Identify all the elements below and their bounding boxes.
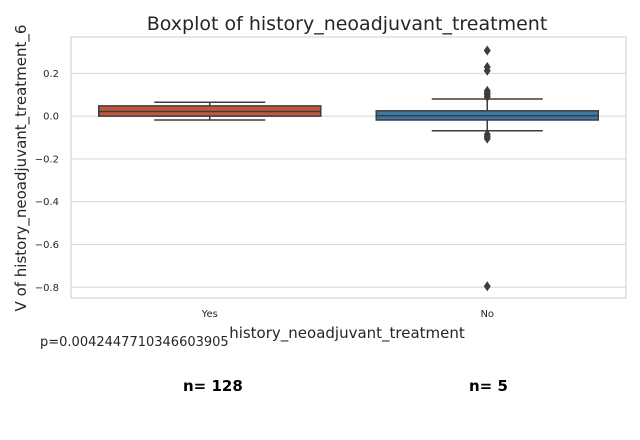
x-axis-label: history_neoadjuvant_treatment: [229, 324, 465, 343]
chart-title: Boxplot of history_neoadjuvant_treatment: [147, 13, 548, 35]
x-tick-labels: Yes No: [201, 309, 494, 320]
outlier-point: [483, 45, 491, 56]
outlier-point: [483, 133, 491, 144]
y-tick-label: −0.2: [35, 154, 59, 165]
y-tick-label: −0.6: [35, 240, 59, 251]
y-tick-label: −0.8: [35, 283, 59, 294]
y-tick-label: −0.4: [35, 197, 59, 208]
outlier-point: [483, 281, 491, 292]
count-label-yes: n= 128: [183, 377, 243, 395]
outlier-point: [483, 65, 491, 76]
y-tick-labels: 0.2 0.0 −0.2 −0.4 −0.6 −0.8: [35, 69, 59, 294]
y-tick-label: 0.2: [43, 69, 59, 80]
boxes: [98, 45, 599, 292]
outlier-point: [483, 91, 491, 102]
x-tick-label-yes: Yes: [201, 309, 218, 320]
x-tick-label-no: No: [480, 309, 494, 320]
p-value-label: p=0.0042447710346603905: [40, 335, 229, 350]
count-label-no: n= 5: [469, 377, 508, 395]
y-axis-label: V of history_neoadjuvant_treatment_6: [12, 25, 31, 312]
y-tick-label: 0.0: [43, 112, 59, 123]
box-yes: [98, 101, 322, 121]
box-no: [375, 45, 599, 292]
plot-area-frame: [70, 36, 627, 299]
